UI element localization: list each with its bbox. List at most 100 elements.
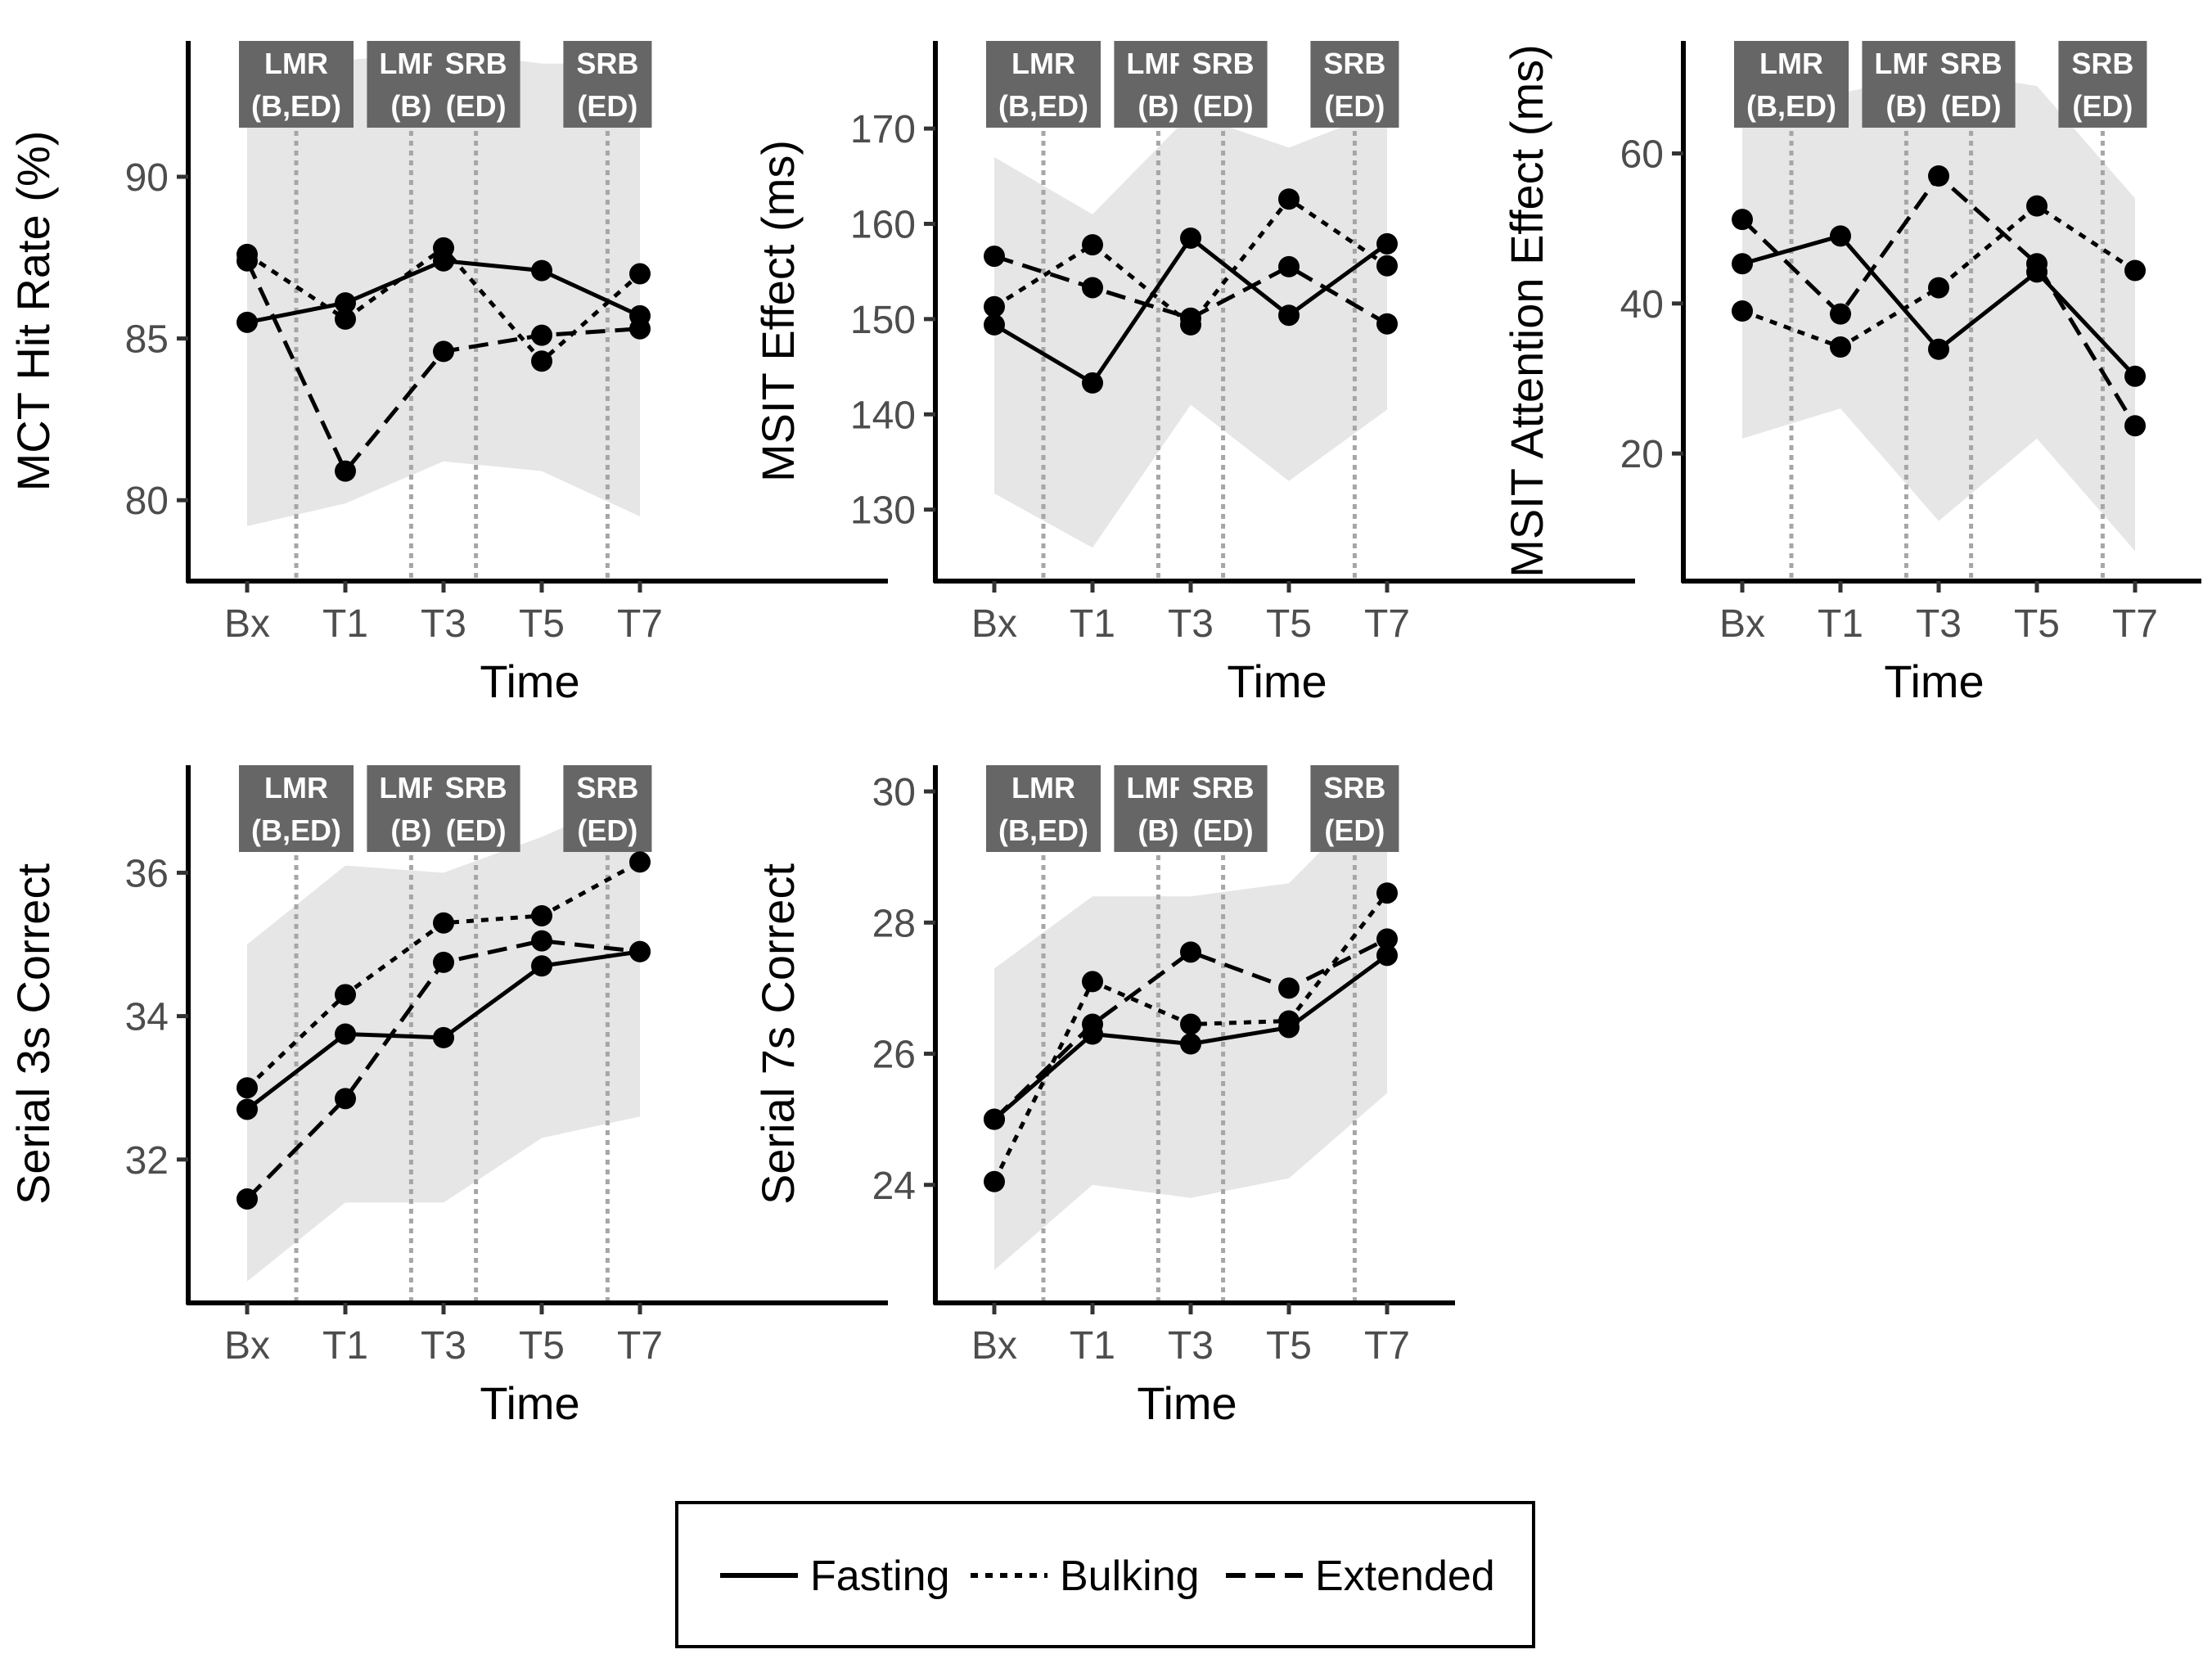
x-tick-label: T7 bbox=[2112, 602, 2158, 646]
y-tick-label: 34 bbox=[125, 996, 169, 1039]
data-point-extended bbox=[1928, 165, 1949, 187]
x-tick-label: T1 bbox=[322, 1324, 368, 1368]
data-point-bulking bbox=[984, 295, 1005, 318]
data-point-fasting bbox=[1376, 944, 1398, 967]
y-tick-label: 90 bbox=[125, 156, 169, 200]
data-point-extended bbox=[531, 930, 552, 952]
phase-label: (B,ED) bbox=[251, 813, 341, 847]
x-tick-label: T1 bbox=[1070, 1324, 1115, 1368]
data-point-extended bbox=[1376, 313, 1398, 335]
x-tick-label: Bx bbox=[971, 602, 1017, 646]
phase-box bbox=[431, 765, 520, 852]
phase-box bbox=[1178, 41, 1268, 128]
series-line-bulking bbox=[1741, 204, 2137, 349]
data-point-extended bbox=[1180, 307, 1201, 329]
data-point-bulking bbox=[1830, 336, 1851, 358]
ribbon bbox=[247, 50, 640, 526]
data-point-extended bbox=[1278, 977, 1300, 999]
data-point-fasting bbox=[335, 292, 356, 314]
data-point-fasting bbox=[1278, 304, 1300, 327]
phase-label: SRB bbox=[1323, 771, 1385, 804]
phase-box bbox=[239, 765, 354, 852]
x-tick-label: T7 bbox=[617, 602, 663, 646]
x-tick-label: Bx bbox=[971, 1324, 1017, 1368]
phase-box bbox=[1310, 41, 1399, 128]
x-axis-title: Time bbox=[480, 1377, 579, 1429]
phase-label: LMR bbox=[1011, 47, 1075, 80]
data-point-extended bbox=[1830, 303, 1851, 325]
x-tick-label: T7 bbox=[1364, 602, 1410, 646]
data-point-extended bbox=[335, 460, 356, 482]
data-point-fasting bbox=[433, 1026, 454, 1048]
data-point-bulking bbox=[1928, 277, 1949, 299]
phase-label: (ED) bbox=[1324, 89, 1385, 123]
data-point-bulking bbox=[1732, 300, 1753, 322]
x-axis-title: Time bbox=[1137, 1377, 1237, 1429]
data-point-bulking bbox=[531, 350, 552, 372]
phase-label: (B,ED) bbox=[1746, 89, 1836, 123]
data-point-extended bbox=[433, 340, 454, 363]
data-point-extended bbox=[237, 1188, 258, 1210]
x-axis-title: Time bbox=[480, 656, 579, 707]
data-point-extended bbox=[1732, 209, 1753, 231]
data-point-bulking bbox=[1180, 1013, 1201, 1035]
data-point-fasting bbox=[237, 311, 258, 333]
y-tick-label: 85 bbox=[125, 318, 169, 362]
phase-label: (ED) bbox=[446, 89, 507, 123]
phase-label: SRB bbox=[1940, 47, 2003, 80]
data-point-bulking bbox=[1082, 971, 1103, 993]
data-point-bulking bbox=[335, 308, 356, 330]
x-tick-label: T1 bbox=[1818, 602, 1863, 646]
phase-box bbox=[563, 41, 652, 128]
data-point-bulking bbox=[629, 851, 651, 873]
y-tick-label: 36 bbox=[125, 852, 169, 895]
data-point-bulking bbox=[629, 263, 651, 285]
data-point-bulking bbox=[984, 1170, 1005, 1192]
data-point-fasting bbox=[531, 955, 552, 977]
legend-label-bulking: Bulking bbox=[1060, 1553, 1200, 1600]
phase-box bbox=[431, 41, 520, 128]
y-tick-label: 30 bbox=[872, 771, 916, 814]
y-axis-title: MCT Hit Rate (%) bbox=[7, 131, 59, 492]
x-tick-label: T5 bbox=[1266, 1324, 1312, 1368]
phase-label: (B) bbox=[1138, 89, 1178, 123]
data-point-extended bbox=[2026, 253, 2048, 275]
series-line-extended bbox=[993, 937, 1389, 1121]
phase-label: LMR bbox=[1759, 47, 1823, 80]
data-point-extended bbox=[629, 318, 651, 340]
data-point-bulking bbox=[433, 912, 454, 934]
phase-label: SRB bbox=[445, 47, 507, 80]
data-point-fasting bbox=[2124, 365, 2146, 387]
phase-box bbox=[986, 765, 1101, 852]
phase-label: (B,ED) bbox=[998, 813, 1088, 847]
phase-label: (ED) bbox=[577, 813, 637, 847]
x-axis-title: Time bbox=[1227, 656, 1327, 707]
x-tick-label: T5 bbox=[2014, 602, 2060, 646]
x-tick-label: Bx bbox=[224, 1324, 270, 1368]
data-point-bulking bbox=[1082, 234, 1103, 256]
data-point-extended bbox=[2124, 415, 2146, 437]
phase-label: SRB bbox=[576, 47, 638, 80]
y-axis-title: Serial 3s Correct bbox=[7, 863, 59, 1205]
x-tick-label: T5 bbox=[1266, 602, 1312, 646]
phase-label: (B) bbox=[390, 89, 431, 123]
phase-label: (B) bbox=[1885, 89, 1926, 123]
phase-label: LMR bbox=[264, 47, 328, 80]
y-tick-label: 28 bbox=[872, 902, 916, 945]
data-point-fasting bbox=[335, 1023, 356, 1045]
y-tick-label: 24 bbox=[872, 1165, 916, 1208]
data-point-fasting bbox=[1830, 225, 1851, 247]
phase-box bbox=[239, 41, 354, 128]
data-point-fasting bbox=[1376, 232, 1398, 255]
ribbon bbox=[1742, 70, 2135, 552]
data-point-extended bbox=[1180, 941, 1201, 963]
y-tick-label: 170 bbox=[850, 108, 916, 151]
phase-label: (ED) bbox=[1941, 89, 2002, 123]
y-axis-title: MSIT Effect (ms) bbox=[752, 140, 804, 482]
y-axis-title: MSIT Attention Effect (ms) bbox=[1501, 44, 1552, 578]
y-tick-label: 150 bbox=[850, 299, 916, 342]
